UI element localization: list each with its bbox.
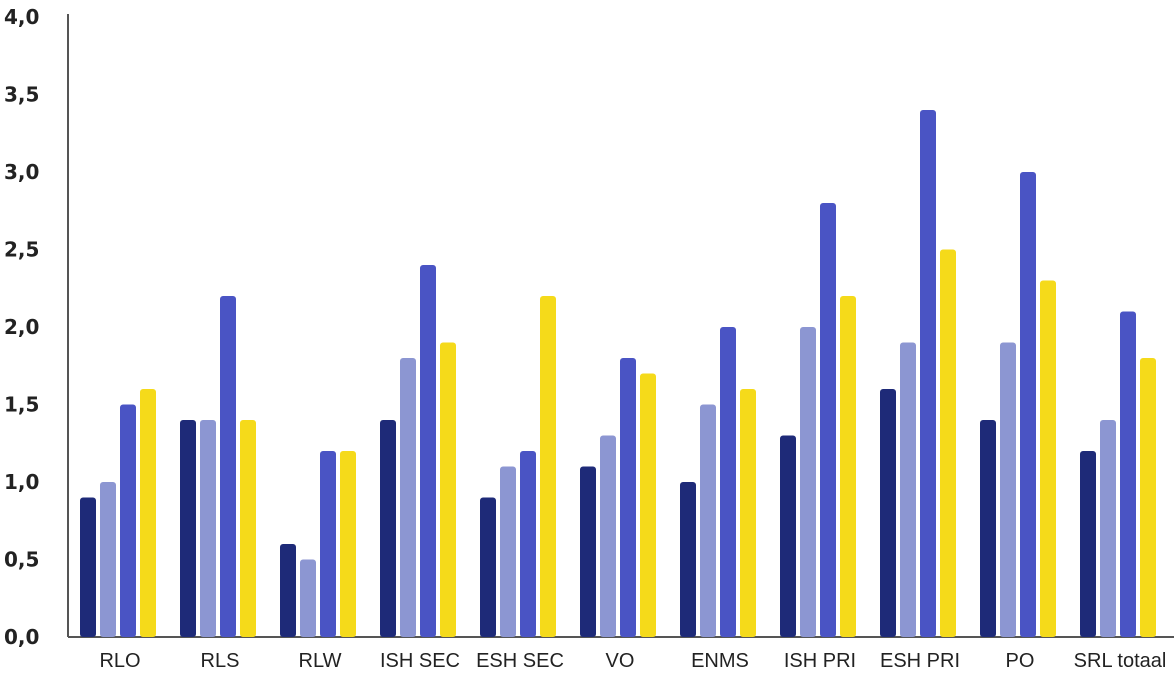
bar xyxy=(1120,311,1136,637)
y-tick-label: 0,5 xyxy=(4,548,39,572)
x-tick-labels: RLO RLS RLW ISH SEC ESH SEC VO ENMS ISH PRI ESH … xyxy=(99,650,1166,672)
bar xyxy=(480,497,496,637)
x-tick-label: SRL totaal xyxy=(1074,650,1167,672)
x-tick-label: ESH SEC xyxy=(476,650,564,672)
bar xyxy=(100,482,116,637)
bar xyxy=(400,358,416,637)
bar xyxy=(820,203,836,637)
bar xyxy=(800,327,816,637)
bars xyxy=(80,110,1156,637)
bar xyxy=(540,296,556,637)
y-tick-label: 1,5 xyxy=(4,393,39,417)
bar xyxy=(200,420,216,637)
y-tick-labels: 0,0 0,5 1,0 1,5 2,0 2,5 3,0 3,5 4,0 xyxy=(4,5,39,649)
bar xyxy=(680,482,696,637)
bar xyxy=(700,404,716,637)
bar xyxy=(880,389,896,637)
bar xyxy=(240,420,256,637)
x-tick-label: PO xyxy=(1006,650,1035,672)
bar xyxy=(180,420,196,637)
y-tick-label: 3,0 xyxy=(4,160,39,184)
bar xyxy=(300,559,316,637)
x-tick-label: ISH PRI xyxy=(784,650,856,672)
bar xyxy=(780,435,796,637)
bar xyxy=(740,389,756,637)
bar xyxy=(1100,420,1116,637)
bar xyxy=(980,420,996,637)
bar xyxy=(440,342,456,637)
x-tick-label: RLO xyxy=(99,650,140,672)
bar xyxy=(600,435,616,637)
x-tick-label: ENMS xyxy=(691,650,749,672)
bar xyxy=(520,451,536,637)
bar xyxy=(1000,342,1016,637)
bar xyxy=(280,544,296,637)
bar xyxy=(620,358,636,637)
y-tick-label: 0,0 xyxy=(4,625,39,649)
x-tick-label: ESH PRI xyxy=(880,650,960,672)
y-tick-label: 3,5 xyxy=(4,83,39,107)
x-tick-label: RLW xyxy=(299,650,342,672)
y-tick-label: 2,0 xyxy=(4,315,39,339)
y-tick-label: 4,0 xyxy=(4,5,39,29)
bar xyxy=(940,249,956,637)
bar xyxy=(720,327,736,637)
bar xyxy=(380,420,396,637)
bar xyxy=(120,404,136,637)
x-tick-label: ISH SEC xyxy=(380,650,460,672)
bar xyxy=(1040,280,1056,637)
bar xyxy=(320,451,336,637)
bar xyxy=(140,389,156,637)
bar xyxy=(1140,358,1156,637)
bar xyxy=(920,110,936,637)
bar xyxy=(1080,451,1096,637)
y-tick-label: 2,5 xyxy=(4,238,39,262)
x-tick-label: RLS xyxy=(201,650,240,672)
bar xyxy=(340,451,356,637)
y-tick-label: 1,0 xyxy=(4,470,39,494)
bar xyxy=(900,342,916,637)
bar xyxy=(420,265,436,637)
bar xyxy=(580,466,596,637)
bar xyxy=(840,296,856,637)
bar xyxy=(1020,172,1036,637)
bar xyxy=(80,497,96,637)
x-tick-label: VO xyxy=(606,650,635,672)
bar xyxy=(220,296,236,637)
bar xyxy=(640,373,656,637)
bar xyxy=(500,466,516,637)
